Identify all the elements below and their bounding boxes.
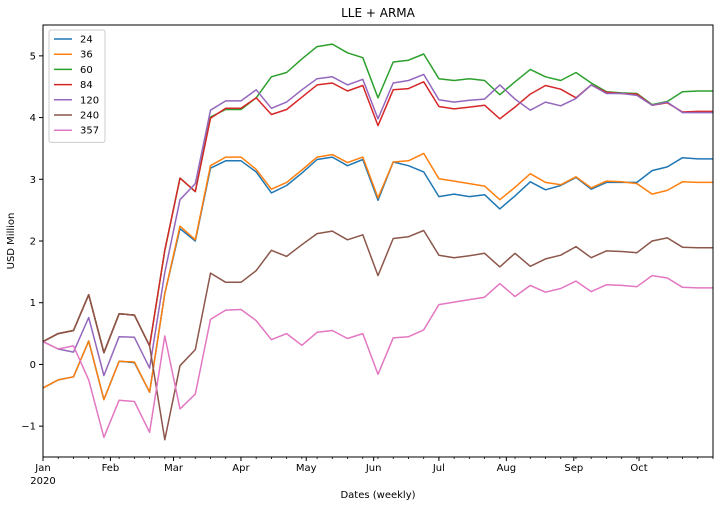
legend: 24 36 60 84 120 240 357 <box>48 29 106 143</box>
x-tick-label: Mar <box>164 463 184 474</box>
y-tick-label: 3 <box>30 175 36 186</box>
series-line-36 <box>42 152 713 401</box>
y-axis: −1 0 1 2 3 4 5 <box>21 51 43 433</box>
y-axis-title: USD Million <box>6 213 17 270</box>
x-tick-label: Jan <box>34 463 50 474</box>
plot-area <box>42 43 713 441</box>
legend-label-357: 357 <box>80 126 99 137</box>
series-line-84 <box>42 81 713 354</box>
series-line-120 <box>42 73 713 377</box>
series-line-240 <box>42 229 713 441</box>
legend-label-120: 120 <box>80 95 99 106</box>
x-tick-label: Apr <box>232 463 250 474</box>
y-tick-label: 1 <box>30 298 36 309</box>
x-tick-label: Jul <box>432 463 445 474</box>
legend-label-24: 24 <box>80 35 93 46</box>
x-tick-label: Feb <box>102 463 120 474</box>
legend-label-36: 36 <box>80 50 93 61</box>
legend-label-240: 240 <box>80 111 99 122</box>
x-tick-label: Oct <box>630 463 647 474</box>
x-axis-title: Dates (weekly) <box>340 490 415 501</box>
y-tick-label: −1 <box>21 422 36 433</box>
x-tick-label: Aug <box>497 463 517 474</box>
y-tick-label: 5 <box>30 51 36 62</box>
plot-frame <box>42 24 714 458</box>
chart-title: LLE + ARMA <box>341 6 416 20</box>
series-line-357 <box>42 274 713 439</box>
series-line-24 <box>42 156 713 401</box>
x-tick-label: Sep <box>564 463 583 474</box>
x-tick-label: May <box>296 463 317 474</box>
y-tick-label: 4 <box>30 113 36 124</box>
x-tick-sublabel: 2020 <box>30 476 55 487</box>
x-tick-label: Jun <box>365 463 382 474</box>
y-tick-label: 0 <box>30 360 36 371</box>
legend-label-60: 60 <box>80 65 93 76</box>
legend-label-84: 84 <box>80 80 93 91</box>
y-tick-label: 2 <box>30 237 36 248</box>
x-axis: Jan 2020 Feb Mar Apr May Jun Jul Aug Sep Oct <box>30 457 714 487</box>
